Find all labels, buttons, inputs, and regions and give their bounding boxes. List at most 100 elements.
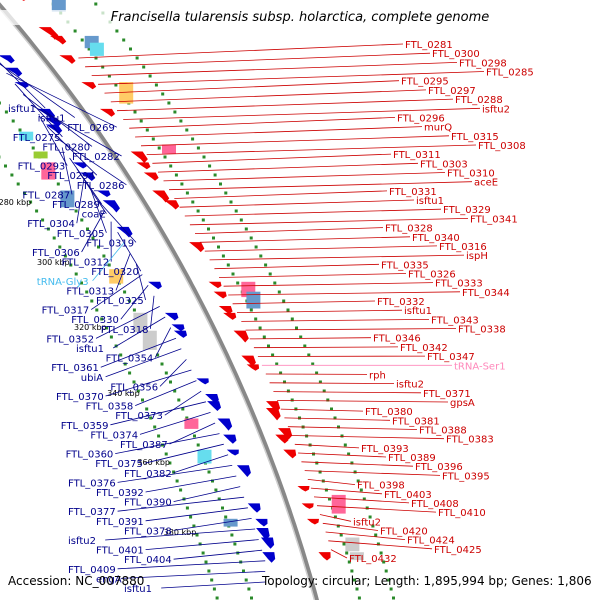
scale-tick-mark [262,335,266,339]
scale-tick-mark [128,299,131,303]
leader-line [228,291,461,296]
gene-label: FTL_0269 [67,123,115,134]
scale-tick-mark [231,272,235,276]
scale-tick-mark [80,218,84,222]
forward-gene-arrow [208,281,222,289]
leader-line [145,539,259,550]
scale-tick-mark [392,596,395,600]
leader-line [209,254,465,261]
gene-label: FTL_0425 [434,545,482,556]
forward-gene-arrow [278,428,293,440]
leader-line [90,189,107,233]
scale-tick-mark [129,47,132,51]
leader-line [105,348,182,378]
gene-label: FTL_0331 [389,187,437,198]
gene-label: FTL_0333 [435,279,483,290]
scale-tick-mark [315,371,319,375]
reverse-gene-arrow [262,552,276,563]
scale-tick-mark [179,488,183,492]
scale-tick-mark [0,101,1,105]
leader-line [232,300,376,305]
scale-tick-mark [273,281,277,285]
scale-tick-mark [239,218,243,222]
gene-label: FTL_0361 [51,363,99,374]
forward-gene-arrow [297,485,310,492]
scale-tick-mark [4,110,8,114]
forward-gene-arrow [130,151,148,164]
scale-tick-mark [355,587,359,591]
scale-tick-mark [181,407,185,411]
gc-content-block [331,494,346,514]
leader-line [116,98,454,112]
gene-label: FTL_0330 [71,315,119,326]
scale-tick-mark [347,452,351,456]
scale-tick-mark [333,515,337,519]
leader-line [316,505,437,513]
scale-tick-mark [213,173,217,177]
gene-label: isftu2 [68,536,96,547]
leader-line [154,327,172,358]
scale-tick-mark [249,236,253,240]
leader-line [199,236,411,243]
gene-label: gpsA [450,398,475,409]
gene-label: FTL_0312 [62,258,110,269]
scale-tick-mark [343,443,347,447]
scale-tick-mark [74,209,78,213]
scale-tick-mark [161,92,165,96]
gene-label: FTL_0296 [397,113,445,124]
gene-label: FTL_0305 [57,229,105,240]
leader-line [115,433,220,454]
gene-label: FTL_0295 [401,77,449,88]
scale-tick-mark [211,479,214,483]
scale-tick-mark [217,497,221,501]
gene-label: FTL_0383 [446,435,494,446]
scale-tick-mark [163,155,167,159]
scale-tick-mark [204,560,208,564]
scale-tick-mark [133,110,137,114]
scale-tick-mark [63,254,67,258]
forward-gene-arrow [283,449,297,459]
scale-tick-mark [242,569,245,573]
scale-tick-mark [142,65,146,69]
leader-line [168,181,473,191]
scale-tick-mark [91,236,95,240]
scale-tick-mark [196,209,200,213]
forward-gene-arrow [22,0,26,1]
leader-line [78,43,404,59]
scale-tick-mark [23,191,26,195]
backbone-track [0,2,319,600]
gc-content-block [345,537,360,552]
scale-tick-mark [4,164,7,168]
scale-tick-mark [254,317,258,321]
scale-tick-mark [336,524,340,528]
scale-tick-mark [277,290,281,294]
scale-tick-mark [333,416,337,420]
scale-tick-mark [303,344,307,348]
scale-tick-mark [356,479,360,483]
leader-line [159,359,187,387]
forward-gene-arrow [143,172,159,181]
leader-line [120,284,149,320]
scale-tick-mark [105,326,109,330]
leader-line [161,581,266,589]
reverse-gene-arrow [5,67,23,77]
scale-tick-mark [196,146,200,150]
gc-content-block [246,291,261,309]
scale-tick-mark [337,425,340,429]
scale-tick-mark [97,245,100,249]
leader-line [104,80,400,94]
scale-tick-mark [80,38,84,42]
scale-tick-mark [229,200,233,204]
reverse-gene-arrow [96,190,111,197]
forward-gene-arrow [213,291,227,299]
forward-gene-arrow [136,162,151,170]
scale-tick-mark [387,578,391,582]
gc-content-block [41,162,56,180]
scale-tick-mark [107,74,111,78]
genome-backbone [0,2,319,600]
scale-tick-mark [286,389,290,393]
scale-tick-mark [109,335,113,339]
scale-tick-mark [46,227,50,231]
leader-line [129,117,396,129]
